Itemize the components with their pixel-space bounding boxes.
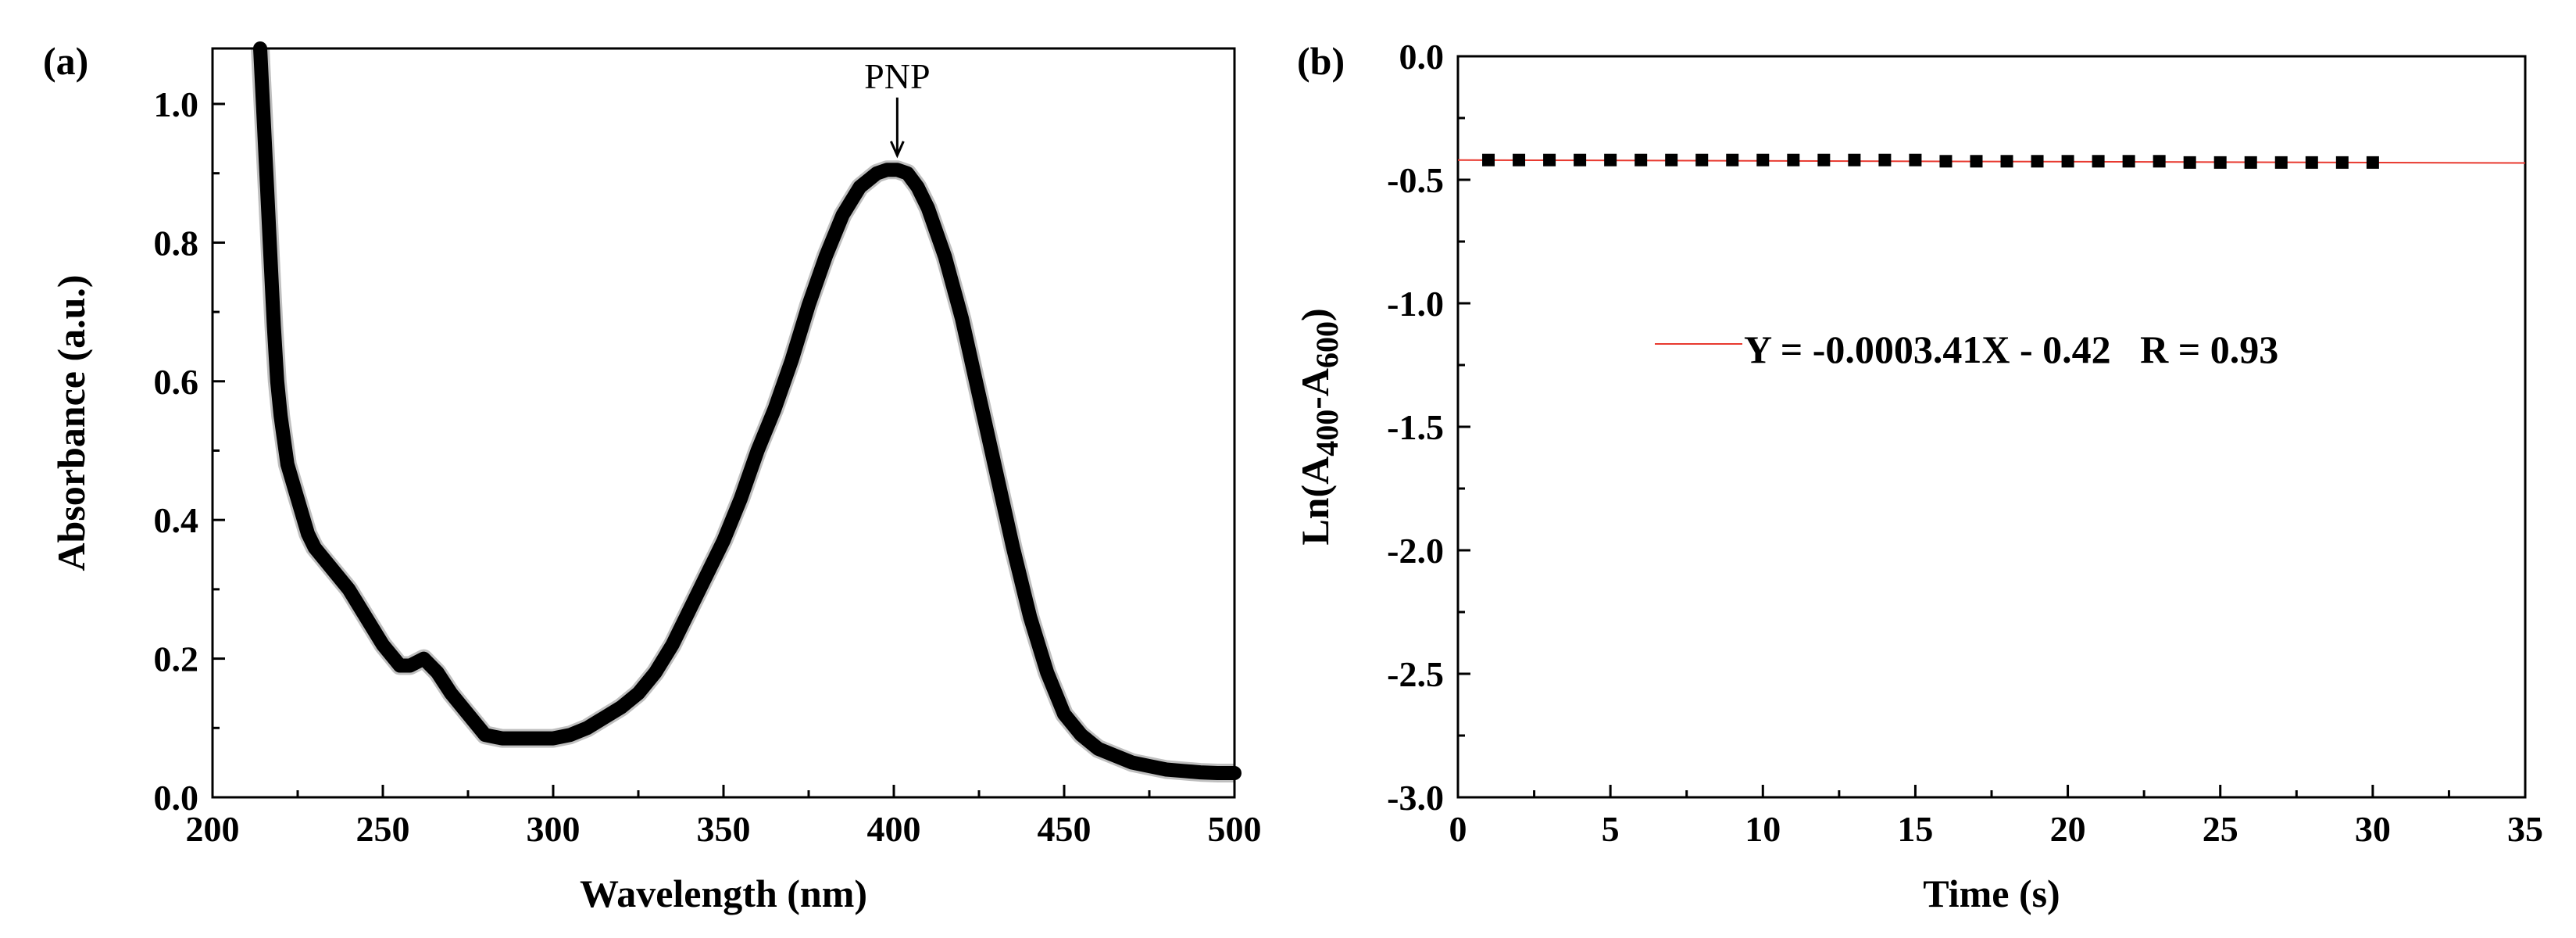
- panel-b-label: (b): [1297, 39, 1345, 83]
- y-label-sub-400: 400: [1309, 410, 1345, 456]
- pnp-annotation: PNP: [864, 56, 930, 96]
- data-point: [2092, 155, 2105, 168]
- panel-a-x-axis-label: Wavelength (nm): [580, 872, 867, 915]
- data-point: [1574, 153, 1587, 166]
- panel-b-y-tick-labels: 0.0 -0.5 -1.0 -1.5 -2.0 -2.5 -3.0: [1387, 37, 1444, 818]
- panel-a-series: [251, 41, 1242, 782]
- panel-b-x-axis-label: Time (s): [1923, 872, 2060, 915]
- data-point: [2335, 156, 2349, 169]
- data-point: [1543, 153, 1556, 166]
- y-label-part-2: -A: [1293, 368, 1337, 410]
- data-point: [2244, 156, 2257, 169]
- y-tick-label: -1.5: [1387, 407, 1444, 447]
- panel-a-label: (a): [43, 39, 88, 83]
- data-point: [1817, 153, 1831, 166]
- data-point: [1513, 153, 1526, 166]
- data-point: [2305, 156, 2318, 169]
- data-point: [2153, 155, 2166, 168]
- data-point: [1787, 153, 1800, 166]
- data-point: [2366, 156, 2379, 169]
- y-label-part-1: Ln(A: [1293, 456, 1337, 546]
- data-point: [2274, 156, 2288, 169]
- data-point: [1635, 153, 1648, 166]
- data-point: [1878, 153, 1892, 166]
- panel-a: (a) 200 250 300 350 400 450 500 0.00.20.40.60.…: [43, 39, 1262, 915]
- data-point: [1665, 153, 1678, 166]
- data-point: [1939, 155, 1953, 168]
- x-tick-label: 200: [186, 809, 240, 849]
- panel-a-y-tick-labels: 0.0 0.2 0.4 0.6 0.8 1.0: [154, 84, 199, 818]
- data-point: [1695, 153, 1709, 166]
- y-tick-label: 1.0: [154, 84, 199, 124]
- y-tick-label: 0.6: [154, 362, 199, 402]
- panel-b-y-axis-label: Ln(A400-A600): [1293, 308, 1345, 545]
- x-tick-label: 0: [1449, 809, 1467, 849]
- y-tick-label: 0.8: [154, 223, 199, 263]
- data-point: [2061, 155, 2074, 168]
- pnp-arrow: [889, 97, 905, 159]
- y-tick-label: -0.5: [1387, 160, 1444, 200]
- data-point: [2183, 156, 2196, 169]
- fit-line: [1457, 159, 2526, 164]
- panel-a-axes-frame: [211, 47, 1236, 799]
- y-tick-label: -2.5: [1387, 654, 1444, 694]
- data-point: [1848, 153, 1861, 166]
- x-tick-label: 450: [1038, 809, 1091, 849]
- absorbance-spectrum-band: [253, 41, 1242, 780]
- x-tick-label: 10: [1745, 809, 1781, 849]
- y-tick-label: 0.2: [154, 639, 199, 679]
- y-tick-label: 0.0: [1399, 37, 1445, 77]
- data-point: [1482, 153, 1495, 166]
- x-tick-label: 350: [697, 809, 751, 849]
- panel-a-y-axis-label: Absorbance (a.u.): [49, 274, 93, 571]
- panel-a-ticks: [211, 102, 1236, 799]
- panel-b-data-markers: [1482, 153, 2379, 169]
- data-point: [1726, 153, 1739, 166]
- panel-b-axes-frame: [1456, 55, 2527, 799]
- x-tick-label: 500: [1208, 809, 1262, 849]
- panel-b-ticks: [1456, 55, 2527, 799]
- data-point: [1970, 155, 1983, 168]
- y-tick-label: -1.0: [1387, 284, 1444, 324]
- data-point: [2000, 155, 2013, 168]
- data-point: [1756, 153, 1770, 166]
- y-tick-label: 0.0: [154, 778, 199, 818]
- data-point: [1604, 153, 1617, 166]
- x-tick-label: 15: [1897, 809, 1933, 849]
- x-tick-label: 5: [1602, 809, 1620, 849]
- data-point: [2213, 156, 2227, 169]
- panel-a-x-tick-labels: 200 250 300 350 400 450 500: [186, 809, 1262, 849]
- x-tick-label: 35: [2507, 809, 2543, 849]
- x-tick-label: 25: [2203, 809, 2238, 849]
- data-point: [2031, 155, 2044, 168]
- x-tick-label: 20: [2050, 809, 2086, 849]
- data-point: [2122, 155, 2135, 168]
- x-tick-label: 250: [356, 809, 410, 849]
- panel-b-x-tick-labels: 0 5 10 15 20 25 30 35: [1449, 809, 2544, 849]
- x-tick-label: 300: [527, 809, 581, 849]
- y-tick-label: 0.4: [154, 500, 199, 540]
- x-tick-label: 30: [2355, 809, 2391, 849]
- x-tick-label: 400: [867, 809, 921, 849]
- y-label-sub-600: 600: [1309, 321, 1345, 368]
- legend-text: Y = -0.0003.41X - 0.42 R = 0.93: [1744, 328, 2278, 371]
- absorbance-spectrum-halo: [251, 48, 1234, 782]
- y-tick-label: -3.0: [1387, 778, 1444, 818]
- y-label-part-3: ): [1293, 308, 1337, 321]
- panel-b: (b) 0 5 10 15 20 25 30 35 0.0 -0.5 -1.0 -1.5 -2.0 -2…: [1293, 37, 2543, 915]
- data-point: [1909, 153, 1922, 166]
- y-tick-label: -2.0: [1387, 531, 1444, 571]
